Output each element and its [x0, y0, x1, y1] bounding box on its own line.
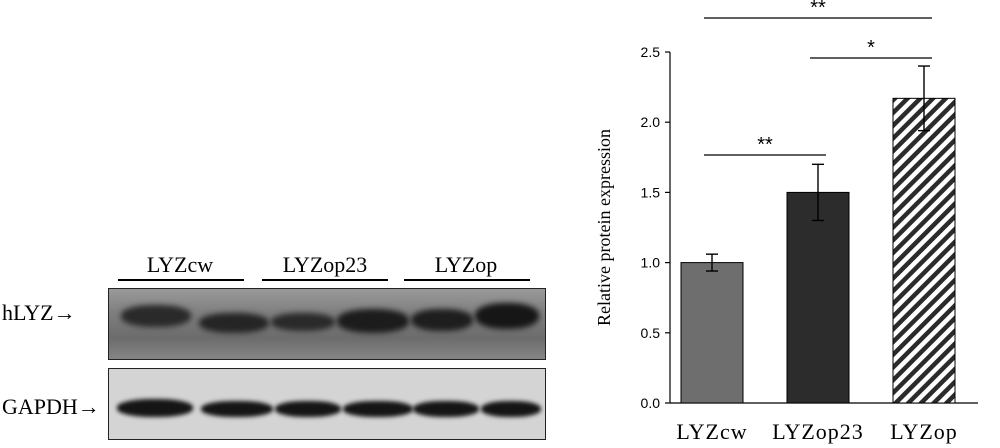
blot-group-line-lyzop — [404, 279, 530, 281]
blot-row-label-gapdh-text: GAPDH — [2, 394, 78, 419]
blot-group-label-lyzop23: LYZop23 — [282, 252, 368, 277]
blot-panel-hlyz — [108, 288, 546, 360]
y-tick-label: 0.0 — [641, 395, 661, 411]
blot-group-line-lyzop23 — [262, 279, 388, 281]
blot-row-label-hlyz: hLYZ→ — [2, 300, 76, 326]
blot-band-hlyz-4 — [337, 309, 409, 333]
bar-chart: 0.0 0.5 1.0 1.5 2.0 2.5 Relative protein expre… — [594, 0, 978, 444]
blot-band-gapdh-5 — [413, 401, 479, 417]
blot-row-label-gapdh: GAPDH→ — [2, 394, 100, 420]
x-tick-label-lyzop23: LYZop23 — [772, 419, 864, 444]
bar-lyzop23 — [786, 191, 850, 404]
blot-band-hlyz-2 — [199, 313, 269, 333]
y-tick-label: 0.5 — [641, 325, 661, 341]
blot-band-hlyz-3 — [271, 313, 335, 331]
blot-band-hlyz-5 — [411, 309, 473, 331]
blot-group-label-lyzop: LYZop — [434, 252, 498, 277]
y-tick-label: 1.5 — [641, 184, 661, 200]
y-tick-label: 2.0 — [641, 114, 661, 130]
blot-band-gapdh-4 — [343, 401, 413, 417]
blot-band-gapdh-6 — [481, 401, 541, 417]
bar-lyzcw — [680, 262, 744, 404]
blot-band-hlyz-6 — [475, 303, 539, 329]
blot-row-label-hlyz-text: hLYZ — [2, 300, 54, 325]
y-tick-label: 2.5 — [641, 44, 661, 60]
y-axis-label: Relative protein expression — [594, 129, 614, 326]
blot-panel-gapdh — [108, 368, 546, 440]
arrow-right-icon: → — [77, 394, 100, 419]
blot-band-gapdh-2 — [201, 401, 273, 417]
significance-label: ** — [757, 134, 773, 156]
significance-label: * — [867, 37, 875, 59]
bar-lyzop — [892, 97, 956, 404]
x-tick-label-lyzop: LYZop — [890, 419, 958, 444]
significance-label: ** — [810, 0, 826, 19]
blot-band-gapdh-3 — [275, 401, 341, 417]
y-tick-label: 1.0 — [641, 255, 661, 271]
blot-group-line-lyzcw — [118, 279, 244, 281]
x-tick-label-lyzcw: LYZcw — [676, 419, 747, 444]
arrow-right-icon: → — [53, 300, 76, 325]
blot-band-gapdh-1 — [117, 399, 193, 417]
blot-group-label-lyzcw: LYZcw — [146, 252, 214, 277]
blot-band-hlyz-1 — [121, 305, 191, 327]
